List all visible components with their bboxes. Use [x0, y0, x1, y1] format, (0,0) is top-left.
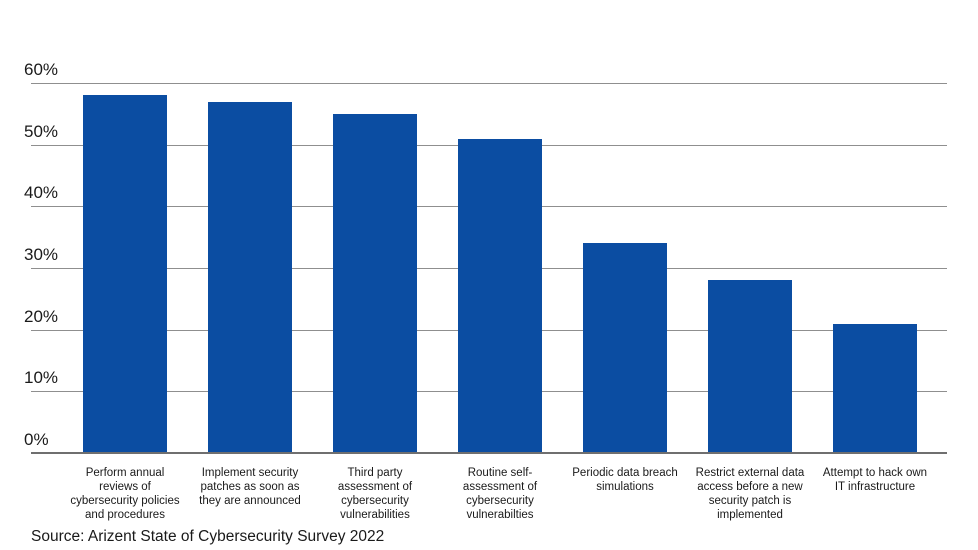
bar-5 [583, 243, 667, 453]
bar-2 [208, 102, 292, 453]
bar-1 [83, 95, 167, 453]
gridline-60 [31, 83, 947, 84]
y-axis-tick-label-30: 30% [24, 245, 59, 264]
bar-6 [708, 280, 792, 453]
y-axis-tick-label-50: 50% [24, 122, 59, 141]
y-axis-tick-label-20: 20% [24, 307, 59, 326]
bar-7 [833, 324, 917, 453]
bar-4 [458, 139, 542, 453]
x-axis-line [31, 452, 947, 454]
y-axis-tick-label-0: 0% [24, 430, 49, 449]
chart-source: Source: Arizent State of Cybersecurity S… [31, 528, 385, 545]
x-category-label-4: Routine self- assessment of cybersecurit… [462, 467, 538, 521]
y-axis-tick-label-60: 60% [24, 60, 59, 79]
x-category-label-1: Perform annual reviews of cybersecurity … [70, 467, 180, 521]
bar-3 [333, 114, 417, 453]
y-axis-tick-label-10: 10% [24, 368, 59, 387]
x-category-label-2: Implement security patches as soon as th… [199, 467, 301, 507]
x-category-label-3: Third party assessment of cybersecurity … [337, 467, 413, 521]
x-category-label-6: Restrict external data access before a n… [695, 467, 805, 521]
x-category-label-5: Periodic data breach simulations [572, 467, 678, 493]
x-category-label-7: Attempt to hack own IT infrastructure [822, 467, 928, 493]
y-axis-tick-label-40: 40% [24, 183, 59, 202]
